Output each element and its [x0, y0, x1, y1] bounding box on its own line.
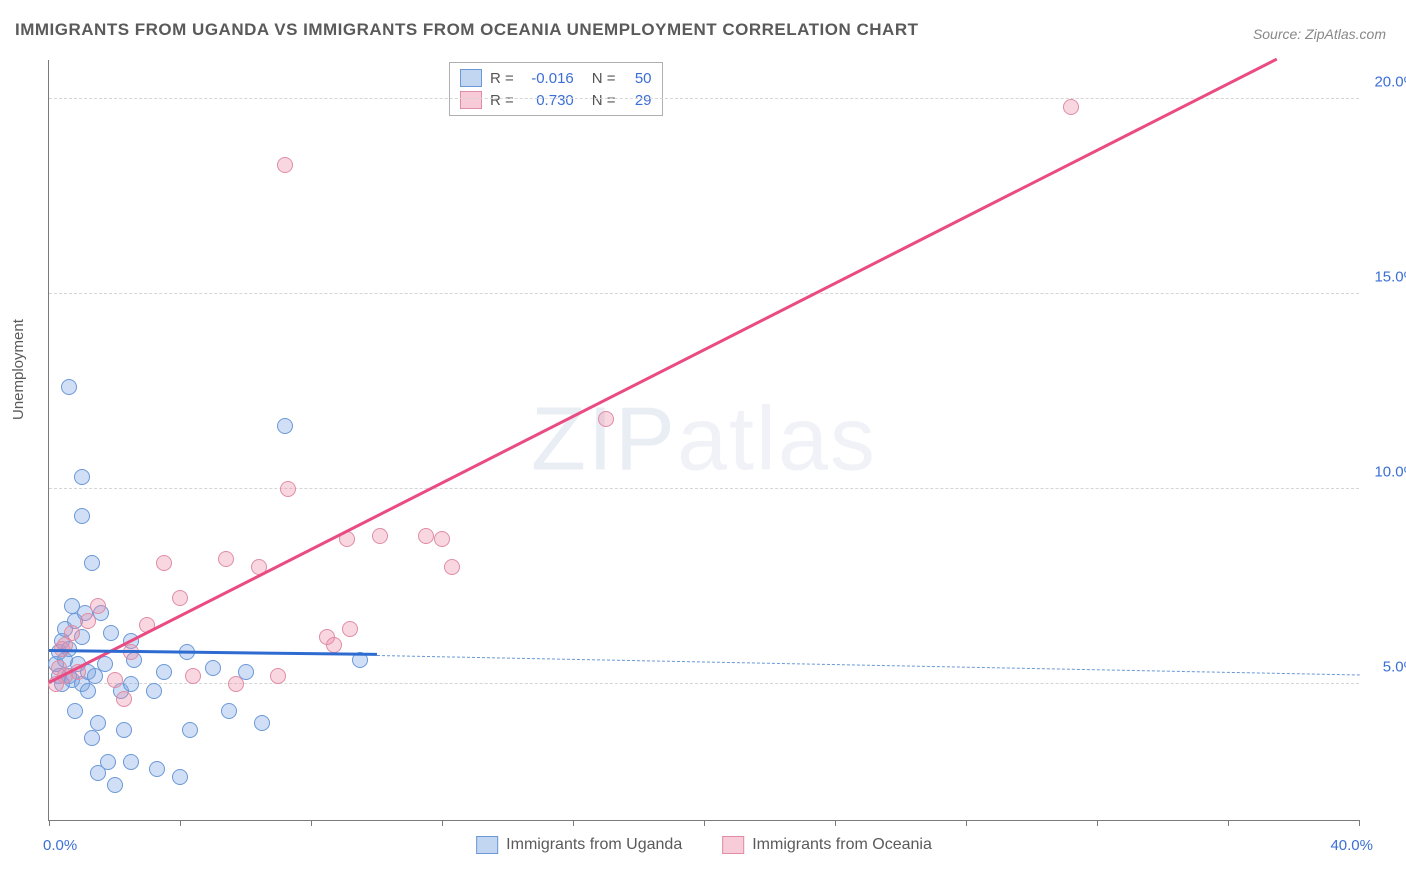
- data-point: [116, 722, 132, 738]
- n-label: N =: [592, 70, 616, 87]
- data-point: [598, 411, 614, 427]
- y-axis-label: Unemployment: [10, 319, 27, 420]
- data-point: [84, 555, 100, 571]
- x-tick-label: 40.0%: [1330, 837, 1373, 854]
- r-label: R =: [490, 70, 514, 87]
- data-point: [182, 722, 198, 738]
- x-tick: [311, 820, 312, 826]
- data-point: [254, 715, 270, 731]
- chart-title: IMMIGRANTS FROM UGANDA VS IMMIGRANTS FRO…: [15, 20, 919, 40]
- data-point: [61, 379, 77, 395]
- n-label: N =: [592, 92, 616, 109]
- data-point: [146, 683, 162, 699]
- r-value: -0.016: [522, 70, 574, 87]
- watermark: ZIPatlas: [531, 389, 877, 492]
- data-point: [270, 668, 286, 684]
- r-value: 0.730: [522, 92, 574, 109]
- data-point: [205, 660, 221, 676]
- y-tick-label: 20.0%: [1374, 73, 1406, 90]
- data-point: [172, 590, 188, 606]
- data-point: [123, 676, 139, 692]
- data-point: [156, 664, 172, 680]
- data-point: [444, 559, 460, 575]
- blue-swatch-icon: [460, 69, 482, 87]
- data-point: [277, 418, 293, 434]
- regression-line-dashed: [376, 655, 1359, 675]
- x-tick: [1097, 820, 1098, 826]
- x-tick: [966, 820, 967, 826]
- x-tick-label: 0.0%: [43, 837, 77, 854]
- x-tick: [442, 820, 443, 826]
- data-point: [80, 613, 96, 629]
- stats-row: R = 0.730 N = 29: [456, 89, 656, 111]
- data-point: [372, 528, 388, 544]
- legend-item: Immigrants from Oceania: [722, 836, 932, 854]
- x-tick: [704, 820, 705, 826]
- data-point: [418, 528, 434, 544]
- data-point: [280, 481, 296, 497]
- data-point: [103, 625, 119, 641]
- gridline: [49, 683, 1359, 684]
- data-point: [80, 683, 96, 699]
- data-point: [74, 508, 90, 524]
- data-point: [342, 621, 358, 637]
- source-label: Source: ZipAtlas.com: [1253, 26, 1386, 42]
- data-point: [100, 754, 116, 770]
- data-point: [228, 676, 244, 692]
- x-tick: [1359, 820, 1360, 826]
- gridline: [49, 293, 1359, 294]
- x-tick: [49, 820, 50, 826]
- stats-legend: R = -0.016 N = 50 R = 0.730 N = 29: [449, 62, 663, 116]
- data-point: [185, 668, 201, 684]
- y-tick-label: 15.0%: [1374, 268, 1406, 285]
- y-tick-label: 10.0%: [1374, 463, 1406, 480]
- data-point: [326, 637, 342, 653]
- x-tick: [835, 820, 836, 826]
- pink-swatch-icon: [460, 91, 482, 109]
- n-value: 50: [624, 70, 652, 87]
- data-point: [434, 531, 450, 547]
- data-point: [149, 761, 165, 777]
- data-point: [90, 715, 106, 731]
- data-point: [1063, 99, 1079, 115]
- n-value: 29: [624, 92, 652, 109]
- x-tick: [573, 820, 574, 826]
- data-point: [172, 769, 188, 785]
- pink-swatch-icon: [722, 836, 744, 854]
- stats-row: R = -0.016 N = 50: [456, 67, 656, 89]
- gridline: [49, 488, 1359, 489]
- data-point: [107, 672, 123, 688]
- data-point: [277, 157, 293, 173]
- x-tick: [180, 820, 181, 826]
- data-point: [84, 730, 100, 746]
- legend-label: Immigrants from Oceania: [752, 836, 932, 854]
- legend-item: Immigrants from Uganda: [476, 836, 682, 854]
- blue-swatch-icon: [476, 836, 498, 854]
- bottom-legend: Immigrants from Uganda Immigrants from Oc…: [476, 836, 932, 854]
- data-point: [107, 777, 123, 793]
- data-point: [221, 703, 237, 719]
- data-point: [218, 551, 234, 567]
- data-point: [74, 469, 90, 485]
- data-point: [64, 625, 80, 641]
- data-point: [116, 691, 132, 707]
- gridline: [49, 98, 1359, 99]
- data-point: [90, 598, 106, 614]
- y-tick-label: 5.0%: [1383, 658, 1406, 675]
- x-tick: [1228, 820, 1229, 826]
- data-point: [156, 555, 172, 571]
- data-point: [67, 703, 83, 719]
- regression-line: [48, 57, 1277, 683]
- chart-area: ZIPatlas R =-0.016N =50R =0.730N =29 Imm…: [48, 60, 1359, 821]
- legend-label: Immigrants from Uganda: [506, 836, 682, 854]
- r-label: R =: [490, 92, 514, 109]
- data-point: [123, 754, 139, 770]
